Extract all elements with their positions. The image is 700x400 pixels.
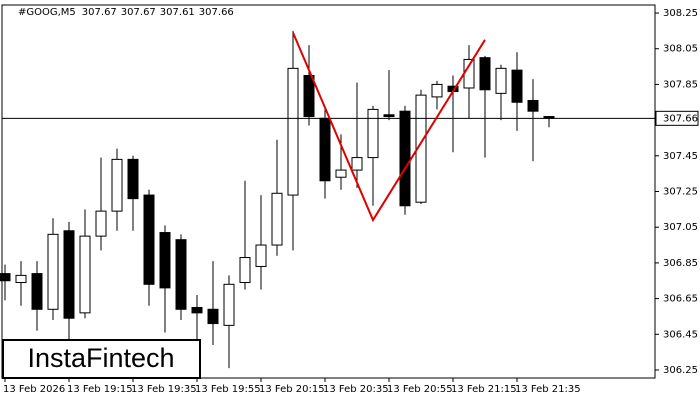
x-tick-label: 13 Feb 21:35 <box>515 384 581 395</box>
symbol: #GOOG,M5 <box>18 7 76 18</box>
x-tick-label: 13 Feb 21:15 <box>451 384 517 395</box>
candle-body <box>335 169 347 178</box>
candle-body <box>159 232 171 289</box>
candle-body <box>63 230 75 319</box>
candle-body <box>223 283 235 326</box>
x-tick-label: 13 Feb 19:55 <box>195 384 261 395</box>
logo-box <box>2 339 201 379</box>
candle-body <box>511 69 523 103</box>
x-tick-label: 13 Feb 19:15 <box>67 384 133 395</box>
candle-body <box>367 108 379 159</box>
candle-body <box>383 114 395 118</box>
plot-frame <box>1 4 656 379</box>
y-tick-label: 308.25 <box>663 8 698 19</box>
y-tick-label: 306.85 <box>663 258 698 269</box>
logo: InstaFintech <box>27 343 174 373</box>
candle-body <box>239 257 251 284</box>
candle-body <box>271 192 283 246</box>
y-tick-label: 307.45 <box>663 151 698 162</box>
x-tick-label: 13 Feb 20:15 <box>259 384 325 395</box>
candle-body <box>431 83 443 98</box>
candle-body <box>191 307 203 314</box>
candle-body <box>303 74 315 118</box>
x-tick-label: 13 Feb 20:35 <box>323 384 389 395</box>
candle-body <box>479 57 491 91</box>
candle-body <box>47 233 59 310</box>
candle-body <box>399 110 411 207</box>
price-box <box>655 110 699 126</box>
candle-body <box>15 274 27 284</box>
y-tick-label: 306.65 <box>663 294 698 305</box>
candle-body <box>111 158 123 212</box>
candle-body <box>143 194 155 285</box>
y-tick-label: 307.85 <box>663 79 698 90</box>
candle-body <box>287 67 299 196</box>
candle-body <box>351 157 363 171</box>
x-tick-label: 13 Feb 20:55 <box>387 384 453 395</box>
candle-body <box>207 308 219 325</box>
price-label: 307.66 <box>663 113 698 124</box>
pattern-line <box>292 32 486 223</box>
y-tick-label: 308.05 <box>663 44 698 55</box>
x-tick-label: 13 Feb 19:35 <box>131 384 197 395</box>
last-close: 307.66 <box>199 7 234 18</box>
x-tick-label: 13 Feb 2026 <box>3 384 65 395</box>
candle-body <box>495 67 507 94</box>
candle-body <box>95 210 107 237</box>
candle-body <box>527 99 539 112</box>
candle-body <box>255 244 267 267</box>
candle-body <box>0 273 11 282</box>
candle-body <box>415 94 427 203</box>
y-tick-label: 307.05 <box>663 222 698 233</box>
last-low: 307.61 <box>160 7 195 18</box>
candle-body <box>175 239 187 310</box>
candle-body <box>31 273 43 310</box>
chart-header: #GOOG,M5 307.67 307.67 307.61 307.66 <box>18 7 234 18</box>
candle-body <box>79 235 91 314</box>
last-high: 307.67 <box>121 7 156 18</box>
candle-body <box>127 158 139 200</box>
last-open: 307.67 <box>82 7 117 18</box>
y-tick-label: 306.45 <box>663 329 698 340</box>
candle-body <box>319 117 331 182</box>
y-tick-label: 307.25 <box>663 187 698 198</box>
y-tick-label: 306.25 <box>663 365 698 376</box>
